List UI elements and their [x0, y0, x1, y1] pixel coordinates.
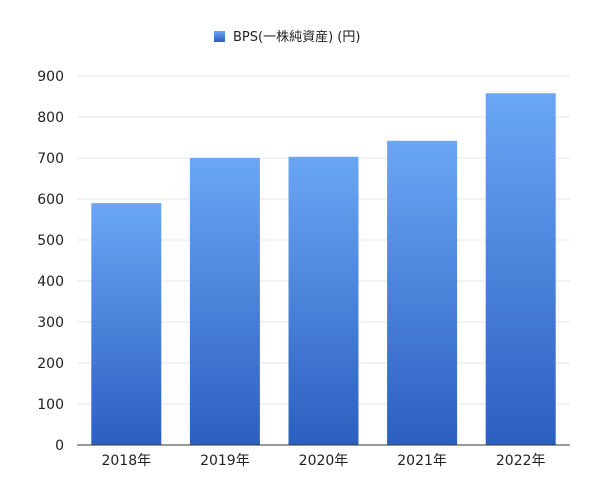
y-tick-label: 100	[37, 397, 64, 413]
y-tick-label: 900	[37, 69, 64, 85]
y-tick-label: 700	[37, 151, 64, 167]
bar	[387, 140, 458, 445]
bar	[91, 203, 162, 445]
x-axis-tick-labels: 2018年 2019年 2020年 2021年 2022年	[101, 453, 545, 469]
legend-swatch	[214, 31, 225, 42]
y-tick-label: 200	[37, 356, 64, 372]
y-tick-label: 400	[37, 274, 64, 290]
x-tick-label: 2019年	[200, 453, 250, 469]
bar	[189, 158, 260, 445]
y-tick-label: 0	[55, 438, 64, 454]
y-tick-label: 800	[37, 110, 64, 126]
x-tick-label: 2018年	[101, 453, 151, 469]
bar	[288, 156, 359, 445]
x-tick-label: 2020年	[299, 453, 349, 469]
x-tick-label: 2021年	[397, 453, 447, 469]
y-tick-label: 600	[37, 192, 64, 208]
legend-label: BPS(一株純資産) (円)	[233, 29, 360, 45]
y-tick-label: 300	[37, 315, 64, 331]
x-tick-label: 2022年	[496, 453, 546, 469]
y-axis-tick-labels: 0 100 200 300 400 500 600 700 800 900	[37, 69, 64, 454]
bars	[91, 93, 556, 445]
y-tick-label: 500	[37, 233, 64, 249]
bar	[485, 93, 556, 445]
legend: BPS(一株純資産) (円)	[214, 29, 360, 45]
